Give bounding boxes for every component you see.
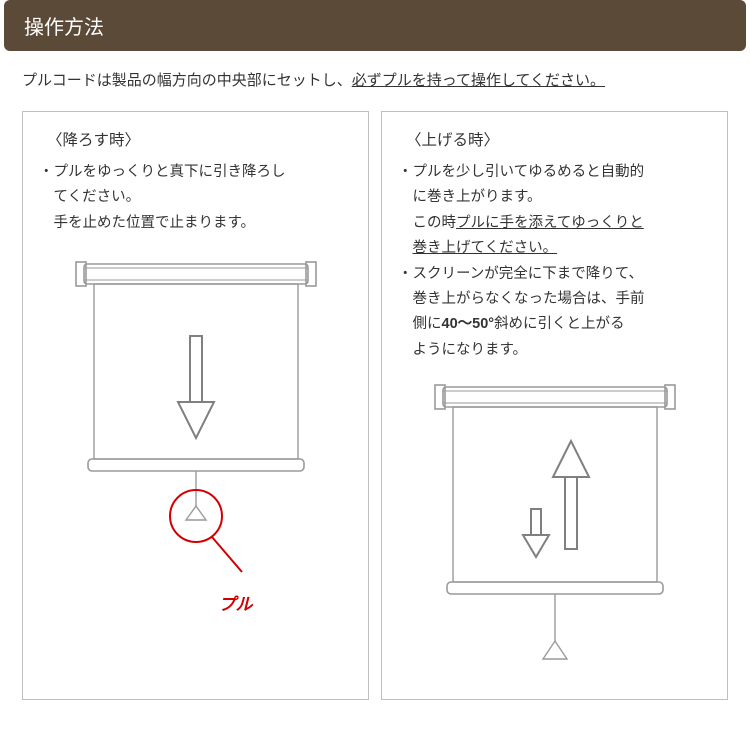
intro-underlined: 必ずプルを持って操作してください。 [352, 72, 605, 89]
raise-line1: ・プルを少し引いてゆるめると自動的 [398, 160, 711, 185]
lower-line3: 手を止めた位置で止まります。 [39, 211, 352, 236]
small-down-arrow-icon [523, 509, 549, 557]
lower-line1: ・プルをゆっくりと真下に引き降ろし [39, 160, 352, 185]
up-arrow-icon [553, 441, 589, 549]
intro-plain: プルコードは製品の幅方向の中央部にセットし、 [22, 72, 352, 89]
lower-line2: てください。 [39, 185, 352, 210]
section-title: 操作方法 [24, 17, 104, 39]
raise-line3a: この時 [413, 215, 457, 231]
roller-screen-lower-svg [66, 258, 326, 588]
panel-raise: 〈上げる時〉 ・プルを少し引いてゆるめると自動的 に巻き上がります。 この時プル… [381, 111, 728, 700]
panel-raise-body: ・プルを少し引いてゆるめると自動的 に巻き上がります。 この時プルに手を添えてゆ… [398, 160, 711, 363]
raise-line7b: 40～50° [442, 316, 495, 332]
raise-line5: ・スクリーンが完全に下まで降りて、 [398, 262, 711, 287]
panels-row: 〈降ろす時〉 ・プルをゆっくりと真下に引き降ろし てください。 手を止めた位置で… [0, 111, 750, 700]
raise-line4: 巻き上げてください。 [398, 236, 711, 261]
down-arrow-icon [178, 336, 214, 438]
raise-line2: に巻き上がります。 [398, 185, 711, 210]
roller-screen-raise-svg [425, 381, 685, 681]
raise-line3b: プルに手を添えてゆっくりと [456, 215, 644, 231]
panel-lower-body: ・プルをゆっくりと真下に引き降ろし てください。 手を止めた位置で止まります。 [39, 160, 352, 236]
raise-line6: 巻き上がらなくなった場合は、手前 [398, 287, 711, 312]
raise-line8: ようになります。 [398, 338, 711, 363]
raise-line7a: 側に [413, 316, 442, 332]
raise-line7c: 斜めに引くと上がる [494, 316, 625, 332]
intro-text: プルコードは製品の幅方向の中央部にセットし、必ずプルを持って操作してください。 [0, 69, 750, 111]
lower-diagram [39, 258, 352, 588]
pull-label: プル [39, 590, 352, 615]
raise-diagram [398, 381, 711, 681]
panel-raise-title: 〈上げる時〉 [398, 128, 711, 150]
panel-lower-title: 〈降ろす時〉 [39, 128, 352, 150]
raise-line3: この時プルに手を添えてゆっくりと [398, 211, 711, 236]
section-header: 操作方法 [4, 0, 746, 51]
raise-line7: 側に40～50°斜めに引くと上がる [398, 312, 711, 337]
panel-lower: 〈降ろす時〉 ・プルをゆっくりと真下に引き降ろし てください。 手を止めた位置で… [22, 111, 369, 700]
